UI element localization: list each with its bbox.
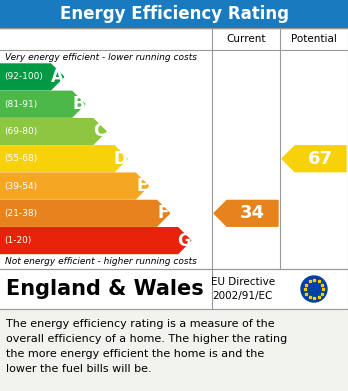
Text: Energy Efficiency Rating: Energy Efficiency Rating: [60, 5, 288, 23]
Text: A: A: [51, 68, 64, 86]
Bar: [0, 269, 348, 309]
Text: Potential: Potential: [291, 34, 337, 44]
Text: Current: Current: [226, 34, 266, 44]
Text: 34: 34: [240, 204, 265, 222]
Polygon shape: [0, 228, 191, 253]
Text: the more energy efficient the home is and the: the more energy efficient the home is an…: [6, 349, 264, 359]
Text: 67: 67: [308, 150, 333, 168]
Text: D: D: [114, 150, 128, 168]
Text: G: G: [177, 231, 191, 249]
Text: overall efficiency of a home. The higher the rating: overall efficiency of a home. The higher…: [6, 334, 287, 344]
Text: F: F: [157, 204, 169, 222]
Bar: [0, 28, 348, 269]
Text: Not energy efficient - higher running costs: Not energy efficient - higher running co…: [5, 257, 197, 266]
Text: The energy efficiency rating is a measure of the: The energy efficiency rating is a measur…: [6, 319, 275, 329]
Polygon shape: [0, 146, 127, 172]
Polygon shape: [214, 201, 278, 226]
Polygon shape: [0, 64, 64, 90]
Polygon shape: [0, 173, 148, 199]
Text: B: B: [72, 95, 85, 113]
Text: (81-91): (81-91): [4, 100, 37, 109]
Polygon shape: [0, 201, 169, 226]
Text: (92-100): (92-100): [4, 72, 43, 81]
Text: EU Directive
2002/91/EC: EU Directive 2002/91/EC: [211, 277, 275, 301]
Text: (55-68): (55-68): [4, 154, 37, 163]
Text: C: C: [93, 122, 106, 140]
Bar: [0, 0, 348, 28]
Text: (1-20): (1-20): [4, 236, 31, 245]
Polygon shape: [282, 146, 346, 172]
Text: England & Wales: England & Wales: [6, 279, 204, 299]
Text: (39-54): (39-54): [4, 181, 37, 190]
Text: (21-38): (21-38): [4, 209, 37, 218]
Polygon shape: [0, 91, 85, 117]
Circle shape: [301, 276, 327, 302]
Text: lower the fuel bills will be.: lower the fuel bills will be.: [6, 364, 152, 374]
Text: E: E: [136, 177, 148, 195]
Text: (69-80): (69-80): [4, 127, 37, 136]
Bar: [0, 309, 348, 391]
Text: Very energy efficient - lower running costs: Very energy efficient - lower running co…: [5, 52, 197, 61]
Polygon shape: [0, 118, 106, 144]
